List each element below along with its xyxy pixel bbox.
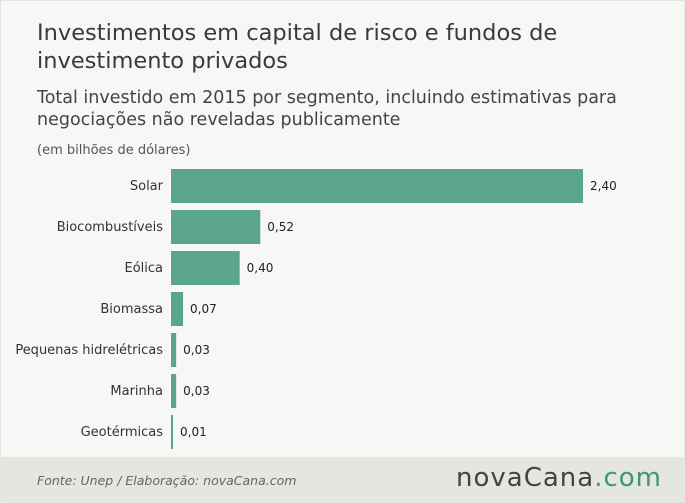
bar-biomassa [171,292,184,326]
logo-tld: .com [594,463,662,493]
bar-solar [171,169,583,203]
value-label-biocombustiveis: 0,52 [267,220,294,234]
bar-eolica [171,251,240,285]
category-label-biocombustiveis: Biocombustíveis [57,220,164,235]
value-label-pequenas-hidreletricas: 0,03 [183,343,210,357]
brand-logo: novaCana.com [456,463,662,493]
bar-marinha [171,374,177,408]
logo-main: novaCana [456,463,595,493]
value-label-marinha: 0,03 [183,384,210,398]
category-label-marinha: Marinha [110,384,163,399]
bar-chart: Solar 2,40 Biocombustíveis 0,52 Eólica 0,40 Bi… [15,169,617,449]
chart-subtitle: Total investido em 2015 por segmento, in… [37,88,617,130]
unit-label: (em bilhões de dólares) [37,143,191,158]
chart-title: Investimentos em capital de risco e fund… [37,20,558,74]
category-label-geotermicas: Geotérmicas [81,425,164,440]
category-label-pequenas-hidreletricas: Pequenas hidrelétricas [15,343,163,358]
bar-geotermicas [171,415,173,449]
category-label-biomassa: Biomassa [100,302,163,317]
footer-bar: Fonte: Unep / Elaboração: novaCana.com n… [1,457,685,503]
value-label-solar: 2,40 [590,179,617,193]
value-label-eolica: 0,40 [247,261,274,275]
value-label-geotermicas: 0,01 [180,425,207,439]
bar-pequenas-hidreletricas [171,333,177,367]
category-label-solar: Solar [130,179,164,194]
source-note: Fonte: Unep / Elaboração: novaCana.com [37,473,297,488]
value-label-biomassa: 0,07 [190,302,217,316]
bar-biocombustiveis [171,210,261,244]
category-label-eolica: Eólica [124,261,163,276]
